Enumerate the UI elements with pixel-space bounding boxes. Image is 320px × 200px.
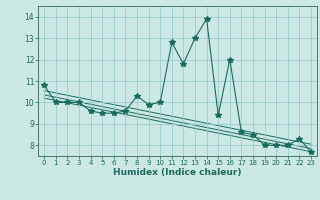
X-axis label: Humidex (Indice chaleur): Humidex (Indice chaleur) — [113, 168, 242, 177]
